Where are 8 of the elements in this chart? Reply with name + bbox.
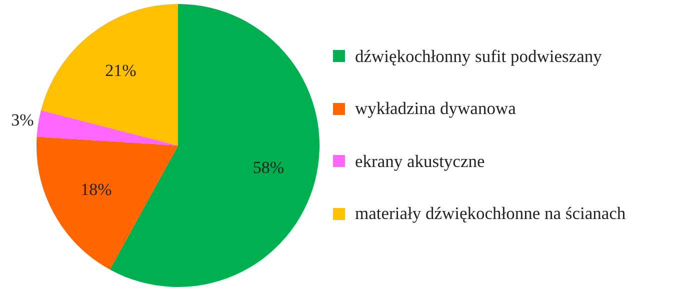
data-label: 58%	[252, 158, 284, 178]
legend-label: wykładzina dywanowa	[355, 98, 516, 120]
legend-label: materiały dźwiękochłonne na ścianach	[355, 203, 626, 224]
legend-label: dźwiękochłonny sufit podwieszany	[355, 46, 602, 67]
legend-label: ekrany akustyczne	[355, 150, 485, 172]
data-label: 21%	[105, 61, 136, 80]
data-label: 3%	[11, 110, 34, 130]
data-label: 18%	[80, 180, 112, 199]
